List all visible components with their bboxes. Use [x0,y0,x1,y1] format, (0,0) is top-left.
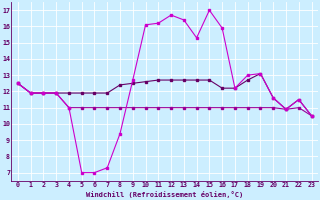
X-axis label: Windchill (Refroidissement éolien,°C): Windchill (Refroidissement éolien,°C) [86,191,243,198]
